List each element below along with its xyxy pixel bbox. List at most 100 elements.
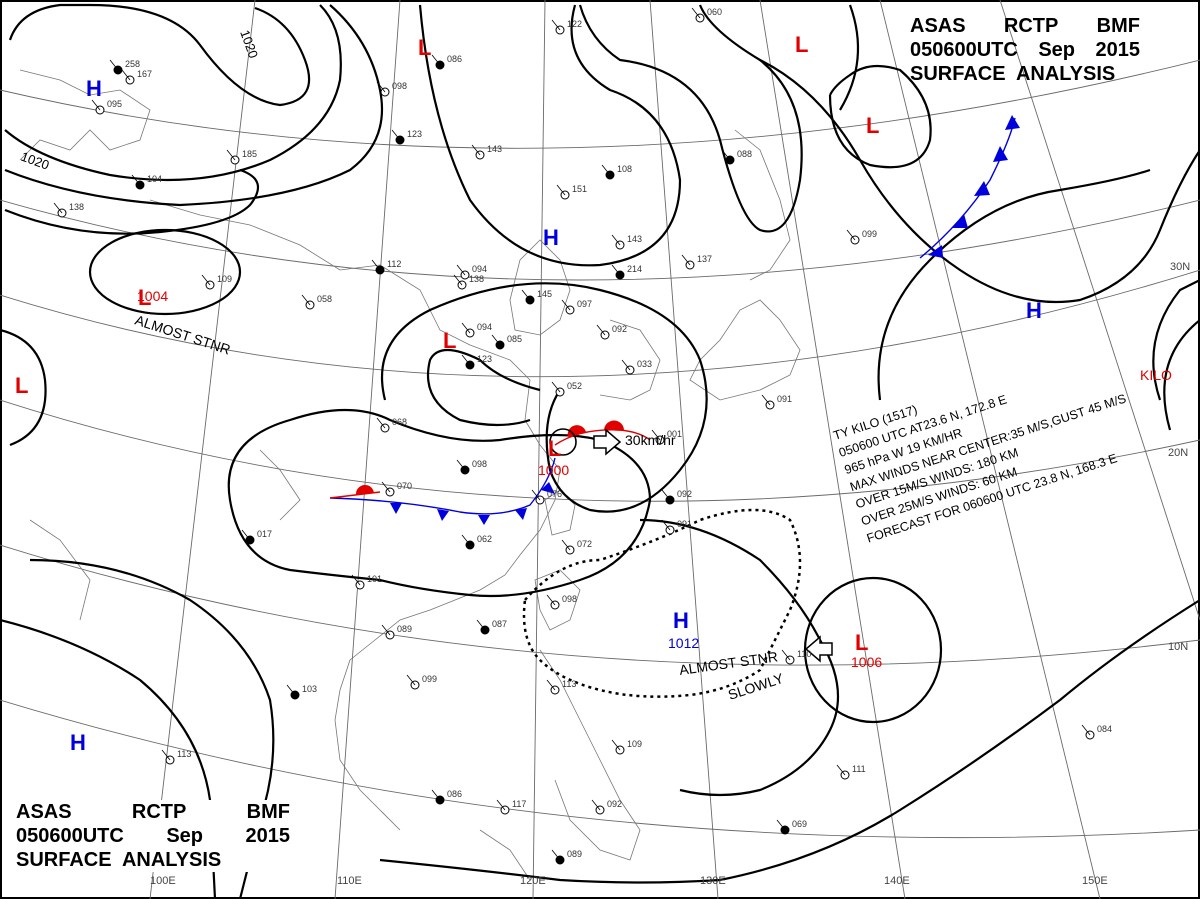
station-pressure-value: 111 [852, 764, 866, 774]
wind-barb-icon [406, 674, 416, 686]
low-symbol: L [548, 436, 561, 461]
wind-barb-icon [121, 69, 131, 81]
station-pressure-value: 104 [147, 174, 162, 184]
wind-barb-icon [546, 679, 556, 691]
header-code: BMF [1096, 15, 1140, 37]
pressure-value-1000: 1000 [538, 462, 569, 478]
dotted-trough [522, 508, 802, 698]
station-pressure-value: 117 [512, 799, 526, 809]
lon-label-130e: 130E [700, 875, 726, 887]
station-pressure-value: 113 [562, 679, 576, 689]
wind-barb-icon [546, 594, 556, 606]
lon-label-100e: 100E [150, 875, 176, 887]
station-pressure-value: 091 [777, 394, 792, 404]
station-pressure-value: 095 [107, 99, 122, 109]
header-time: 050600UTC [910, 39, 1018, 61]
header-title: SURFACE ANALYSIS [16, 849, 222, 871]
low-symbol: L [138, 285, 151, 310]
wind-barb-icon [846, 229, 856, 241]
wind-barb-icon [721, 149, 731, 161]
wind-barb-icon [551, 849, 561, 861]
station-pressure-value: 099 [862, 229, 877, 239]
low-symbol: L [855, 630, 868, 655]
station-pressure-value: 214 [627, 264, 642, 274]
station-pressure-value: 001 [667, 429, 682, 439]
station-pressure-value: 151 [572, 184, 587, 194]
wind-barb-icon [561, 299, 571, 311]
station-pressure-value: 099 [422, 674, 437, 684]
wind-barb-icon [551, 381, 561, 393]
station-pressure-value: 086 [447, 789, 462, 799]
wind-barb-icon [391, 129, 401, 141]
station-pressure-value: 089 [397, 624, 412, 634]
wind-barb-icon [781, 649, 791, 661]
wind-barb-icon [651, 429, 661, 441]
station-pressure-value: 092 [677, 489, 692, 499]
station-pressure-value: 087 [492, 619, 507, 629]
station-pressure-value: 167 [137, 69, 152, 79]
low-symbol: L [795, 32, 808, 57]
wind-barb-icon [531, 489, 541, 501]
wind-barb-icon [453, 274, 463, 286]
station-pressure-value: 070 [397, 481, 412, 491]
wind-barb-icon [681, 254, 691, 266]
station-pressure-value: 084 [1097, 724, 1112, 734]
kilo-front [919, 115, 1020, 259]
coastlines [19, 69, 801, 881]
low-symbol: L [15, 373, 28, 398]
header-bottom: ASAS RCTP BMF 050600UTC Sep 2015 SURFACE… [16, 800, 290, 872]
wind-barb-icon [161, 749, 171, 761]
movement-arrow-west-icon [804, 635, 833, 663]
wind-barb-icon [461, 534, 471, 546]
wind-barb-icon [376, 81, 386, 93]
wind-barb-icon [836, 764, 846, 776]
wind-barb-icon [381, 481, 391, 493]
wind-barb-icon [471, 144, 481, 156]
low-symbol: L [418, 35, 431, 60]
station-pressure-value: 123 [407, 129, 422, 139]
station-pressure-value: 143 [627, 234, 642, 244]
station-pressure-value: 068 [392, 417, 407, 427]
wind-barb-icon [611, 234, 621, 246]
wind-barb-icon [91, 99, 101, 111]
wind-barb-icon [591, 799, 601, 811]
station-pressure-value: 145 [537, 289, 552, 299]
station-pressure-value: 138 [69, 202, 84, 212]
station-pressure-value: 108 [617, 164, 632, 174]
station-pressure-value: 122 [567, 19, 582, 29]
station-pressure-value: 052 [567, 381, 582, 391]
longitude-labels: 100E 110E 120E 130E 140E 150E [150, 875, 1108, 887]
wind-barb-icon [761, 394, 771, 406]
lat-label-10n: 10N [1168, 641, 1188, 653]
wind-barb-icon [621, 359, 631, 371]
movement-speed-label: 30km/hr [625, 432, 676, 448]
lon-label-110e: 110E [337, 875, 362, 887]
header-code: BMF [246, 801, 290, 823]
station-pressure-value: 094 [477, 322, 492, 332]
station-pressure-value: 097 [577, 299, 592, 309]
wind-barb-icon [351, 574, 361, 586]
wind-barb-icon [456, 459, 466, 471]
station-pressure-value: 098 [392, 81, 407, 91]
station-pressure-value: 112 [387, 259, 401, 269]
header-time: 050600UTC [16, 825, 124, 847]
wind-barb-icon [461, 354, 471, 366]
latitude-grid [0, 59, 1200, 839]
wind-barb-icon [596, 324, 606, 336]
wind-barb-icon [556, 184, 566, 196]
station-pressure-value: 137 [697, 254, 712, 264]
station-pressure-value: 138 [469, 274, 484, 284]
low-symbol: L [443, 328, 456, 353]
station-pressure-value: 058 [317, 294, 332, 304]
wind-barb-icon [611, 264, 621, 276]
wind-barb-icon [661, 519, 671, 531]
station-pressure-value: 088 [737, 149, 752, 159]
station-pressure-value: 109 [217, 274, 232, 284]
wind-barb-icon [131, 174, 141, 186]
station-pressure-value: 110 [797, 649, 811, 659]
movement-arrow-east-icon [593, 428, 622, 456]
header-code: ASAS [910, 15, 966, 37]
station-pressure-value: 085 [507, 334, 522, 344]
wind-barb-icon [456, 264, 466, 276]
